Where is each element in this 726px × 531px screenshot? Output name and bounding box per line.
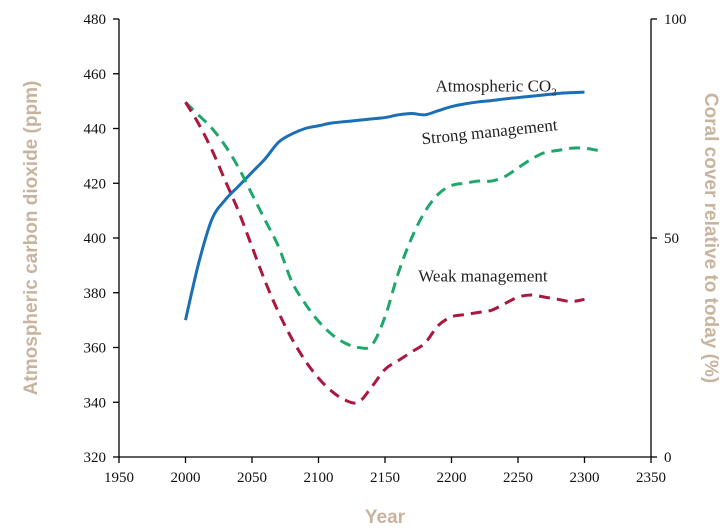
right-y-tick-label: 0: [664, 450, 672, 466]
strong-management-line: [184, 101, 599, 350]
series-layer: [184, 90, 599, 405]
x-axis-title: Year: [365, 507, 406, 528]
axes: [118, 19, 652, 458]
left-y-tick-label: 480: [84, 12, 107, 28]
co2-line: [184, 90, 585, 321]
x-tick-label: 2000: [171, 470, 201, 486]
x-tick-label: 2050: [237, 470, 267, 486]
x-tick-label: 2200: [437, 470, 467, 486]
tick-marks: 1950 2000 2050 2100 2150 2200 2250 2300 2350 320 3…: [84, 12, 687, 486]
left-y-tick-label: 360: [84, 341, 107, 357]
right-y-tick-label: 100: [664, 12, 687, 28]
left-y-tick-label: 420: [84, 176, 107, 192]
weak-management-label: Weak management: [418, 266, 548, 285]
co2-series-label: Atmospheric CO2: [436, 77, 557, 99]
x-tick-label: 2150: [370, 470, 400, 486]
x-tick-label: 2100: [304, 470, 334, 486]
left-y-tick-label: 400: [84, 231, 107, 247]
x-tick-label: 2300: [570, 470, 600, 486]
x-tick-label: 1950: [104, 470, 134, 486]
left-y-tick-label: 440: [84, 122, 107, 138]
weak-management-line: [184, 101, 585, 405]
left-y-tick-label: 460: [84, 67, 107, 83]
right-y-tick-label: 50: [664, 231, 679, 247]
left-y-tick-label: 320: [84, 450, 107, 466]
left-y-axis-title: Atmospheric carbon dioxide (ppm): [21, 81, 42, 396]
right-y-axis-title: Coral cover relative to today (%): [700, 93, 721, 383]
x-tick-label: 2250: [503, 470, 533, 486]
strong-management-label: Strong management: [421, 115, 559, 148]
left-y-tick-label: 380: [84, 286, 107, 302]
left-y-tick-label: 340: [84, 395, 107, 411]
x-tick-label: 2350: [636, 470, 666, 486]
